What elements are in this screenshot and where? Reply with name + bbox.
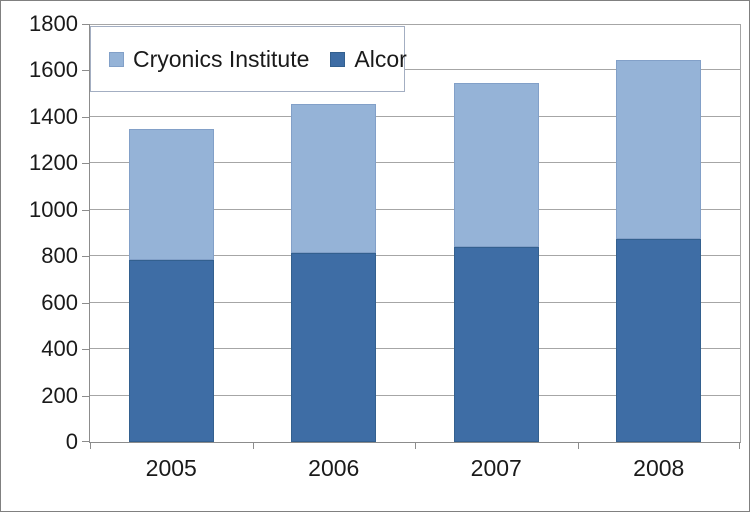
bar-segment-cryonics-institute [616,59,702,239]
gridline [90,115,740,117]
gridline [90,301,740,303]
bar-segment-alcor [453,246,539,442]
plot-area: 0 200 400 600 800 1000 1200 1400 1600 1800 2005 20… [29,13,741,480]
y-tick-mark [82,349,90,351]
x-tick-mark [415,442,416,449]
x-tick-mark [739,442,740,449]
y-axis-tick-label: 0 [65,429,78,454]
legend-label-cryonics-institute: Cryonics Institute [133,45,310,72]
bar-segment-alcor [616,238,702,442]
y-tick-mark [82,209,90,211]
y-axis-tick-label: 400 [41,336,78,362]
y-tick-mark [82,302,90,304]
y-tick-mark [82,441,90,442]
y-axis-tick-label: 200 [41,382,78,408]
y-tick-mark [82,70,90,72]
y-axis-tick-label: 1600 [29,57,78,83]
y-axis-tick-label: 1400 [29,103,78,129]
gridline [90,394,740,396]
gridline [90,255,740,257]
bar-segment-cryonics-institute [453,83,539,247]
y-tick-mark [82,24,90,25]
y-axis-tick-label: 600 [41,289,78,315]
gridline [90,208,740,210]
y-axis-tick-label: 1800 [29,11,78,36]
legend-item-alcor: Alcor [330,45,407,73]
y-tick-mark [82,395,90,397]
legend-swatch-cryonics-institute-icon [109,51,124,67]
bar-segment-cryonics-institute [128,128,214,260]
y-axis-tick-label: 1000 [29,196,78,222]
gridline [90,348,740,350]
legend-swatch-alcor-icon [330,51,346,67]
x-tick-mark [577,442,579,449]
y-axis-tick-label: 800 [41,243,78,269]
x-axis-category-label: 2006 [308,455,360,481]
bar-segment-cryonics-institute [291,104,377,253]
x-tick-mark [252,442,254,449]
y-tick-mark [82,256,90,258]
legend: Cryonics Institute Alcor [90,26,407,92]
gridline [90,24,740,25]
x-axis-category-label: 2007 [470,455,522,481]
gridline [90,69,740,71]
x-axis-category-label: 2005 [145,455,197,481]
legend-label-alcor: Alcor [354,45,407,72]
x-axis-category-label: 2008 [633,455,685,481]
bar-segment-alcor [291,252,377,442]
x-tick-mark [90,442,91,449]
bar-segment-alcor [128,259,214,442]
legend-item-cryonics-institute: Cryonics Institute [109,46,309,73]
gridline [90,162,740,164]
y-tick-mark [82,163,90,165]
y-tick-mark [82,116,90,118]
y-axis-tick-label: 1200 [29,150,78,176]
